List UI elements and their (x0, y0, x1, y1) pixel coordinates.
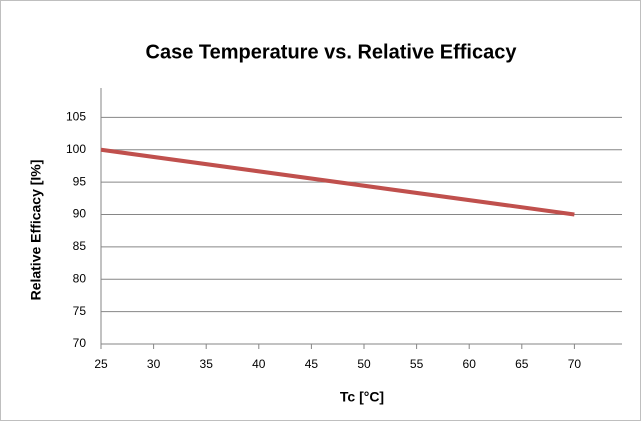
y-tick-label: 90 (73, 207, 87, 221)
x-tick-label: 65 (515, 357, 529, 371)
y-tick-label: 85 (73, 239, 87, 253)
y-tick-label: 95 (73, 174, 87, 188)
data-line (100, 147, 575, 217)
x-tick-label: 30 (147, 357, 161, 371)
x-tick-label: 50 (357, 357, 371, 371)
y-tick-label: 70 (73, 336, 87, 350)
x-axis-label: Tc [°C] (340, 389, 384, 405)
x-tick-label: 70 (568, 357, 582, 371)
x-tick-label: 45 (305, 357, 319, 371)
x-tick-label: 40 (252, 357, 266, 371)
x-tick-label: 60 (463, 357, 477, 371)
y-tick-label: 80 (73, 271, 87, 285)
y-tick-label: 105 (66, 110, 86, 124)
y-tick-label: 100 (66, 142, 86, 156)
chart-title: Case Temperature vs. Relative Efficacy (146, 41, 518, 63)
x-tick-label: 25 (94, 357, 108, 371)
x-tick-label: 35 (200, 357, 214, 371)
y-tick-label: 75 (73, 304, 87, 318)
x-tick-label: 55 (410, 357, 424, 371)
y-axis-label: Relative Efficacy [I%] (28, 160, 44, 301)
